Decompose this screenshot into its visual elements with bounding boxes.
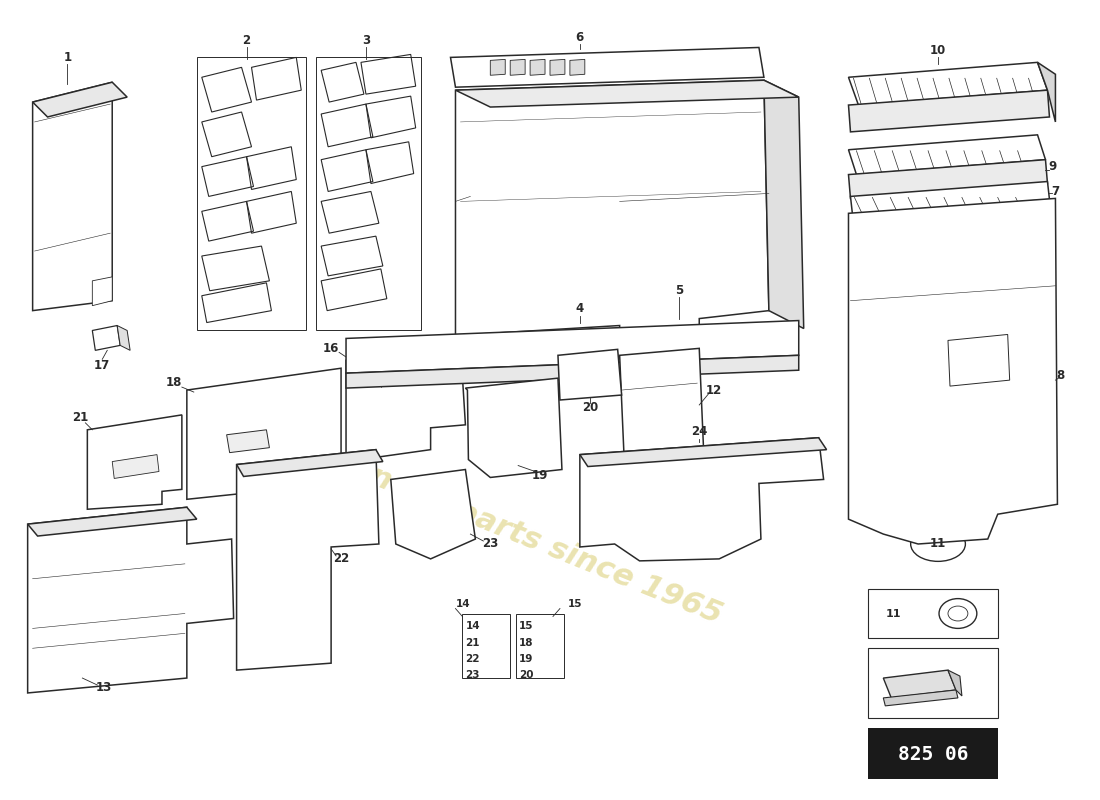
Polygon shape [570, 59, 585, 75]
Text: 8: 8 [1056, 369, 1065, 382]
Polygon shape [390, 470, 475, 559]
Polygon shape [848, 160, 1047, 198]
Text: 6: 6 [575, 31, 584, 44]
Polygon shape [465, 378, 562, 478]
Text: 17: 17 [95, 358, 110, 372]
Polygon shape [558, 350, 622, 400]
Text: 825 06: 825 06 [898, 745, 968, 764]
Text: 15: 15 [568, 598, 582, 609]
Polygon shape [187, 368, 341, 499]
Text: 24: 24 [691, 426, 707, 438]
Polygon shape [580, 438, 826, 466]
Text: 15: 15 [519, 622, 534, 631]
Polygon shape [92, 326, 120, 350]
Text: 5: 5 [675, 284, 683, 298]
Polygon shape [848, 198, 1057, 544]
Polygon shape [28, 507, 233, 693]
Text: 23: 23 [465, 670, 480, 680]
Text: 11: 11 [930, 538, 946, 550]
Text: 20: 20 [582, 402, 598, 414]
Polygon shape [763, 80, 804, 329]
Polygon shape [619, 348, 704, 470]
Polygon shape [236, 450, 378, 670]
Polygon shape [550, 59, 565, 75]
Polygon shape [455, 80, 769, 352]
Polygon shape [28, 507, 197, 536]
Polygon shape [883, 670, 956, 698]
Polygon shape [848, 90, 1049, 132]
Text: 20: 20 [519, 670, 534, 680]
Text: 2: 2 [242, 34, 251, 47]
Text: 23: 23 [482, 538, 498, 550]
Polygon shape [33, 82, 112, 310]
Text: 4: 4 [575, 302, 584, 315]
Polygon shape [92, 277, 112, 306]
Polygon shape [33, 82, 128, 117]
Text: 1: 1 [64, 51, 72, 64]
Text: 21: 21 [465, 638, 480, 648]
Text: 21: 21 [73, 411, 88, 424]
Polygon shape [346, 321, 799, 373]
Polygon shape [236, 450, 383, 477]
Polygon shape [455, 80, 799, 107]
Polygon shape [580, 438, 824, 561]
Polygon shape [530, 59, 544, 75]
Polygon shape [451, 47, 763, 87]
Text: 13: 13 [96, 682, 112, 694]
Polygon shape [510, 59, 525, 75]
Polygon shape [346, 346, 465, 462]
Text: 19: 19 [532, 469, 548, 482]
Text: 18: 18 [519, 638, 534, 648]
Polygon shape [850, 182, 1049, 214]
Text: 9: 9 [1048, 160, 1057, 173]
Text: 3: 3 [362, 34, 370, 47]
Polygon shape [346, 355, 799, 388]
Polygon shape [87, 415, 182, 510]
Polygon shape [848, 135, 1045, 174]
Ellipse shape [911, 526, 966, 562]
Text: a passion for parts since 1965: a passion for parts since 1965 [234, 409, 727, 630]
Text: 14: 14 [455, 598, 470, 609]
Polygon shape [848, 62, 1047, 105]
Text: 22: 22 [333, 552, 349, 566]
Polygon shape [948, 670, 961, 696]
FancyBboxPatch shape [868, 728, 998, 779]
Text: 19: 19 [519, 654, 534, 664]
Text: 18: 18 [166, 376, 183, 389]
Text: 12: 12 [706, 383, 723, 397]
Polygon shape [112, 454, 160, 478]
Polygon shape [883, 690, 958, 706]
Text: 10: 10 [930, 44, 946, 57]
Polygon shape [1037, 62, 1055, 122]
Text: 7: 7 [1052, 185, 1059, 198]
Polygon shape [491, 59, 505, 75]
Text: 14: 14 [465, 622, 480, 631]
Text: 22: 22 [465, 654, 480, 664]
Polygon shape [118, 326, 130, 350]
Text: 16: 16 [323, 342, 339, 355]
Polygon shape [227, 430, 270, 453]
Text: 11: 11 [886, 609, 901, 618]
